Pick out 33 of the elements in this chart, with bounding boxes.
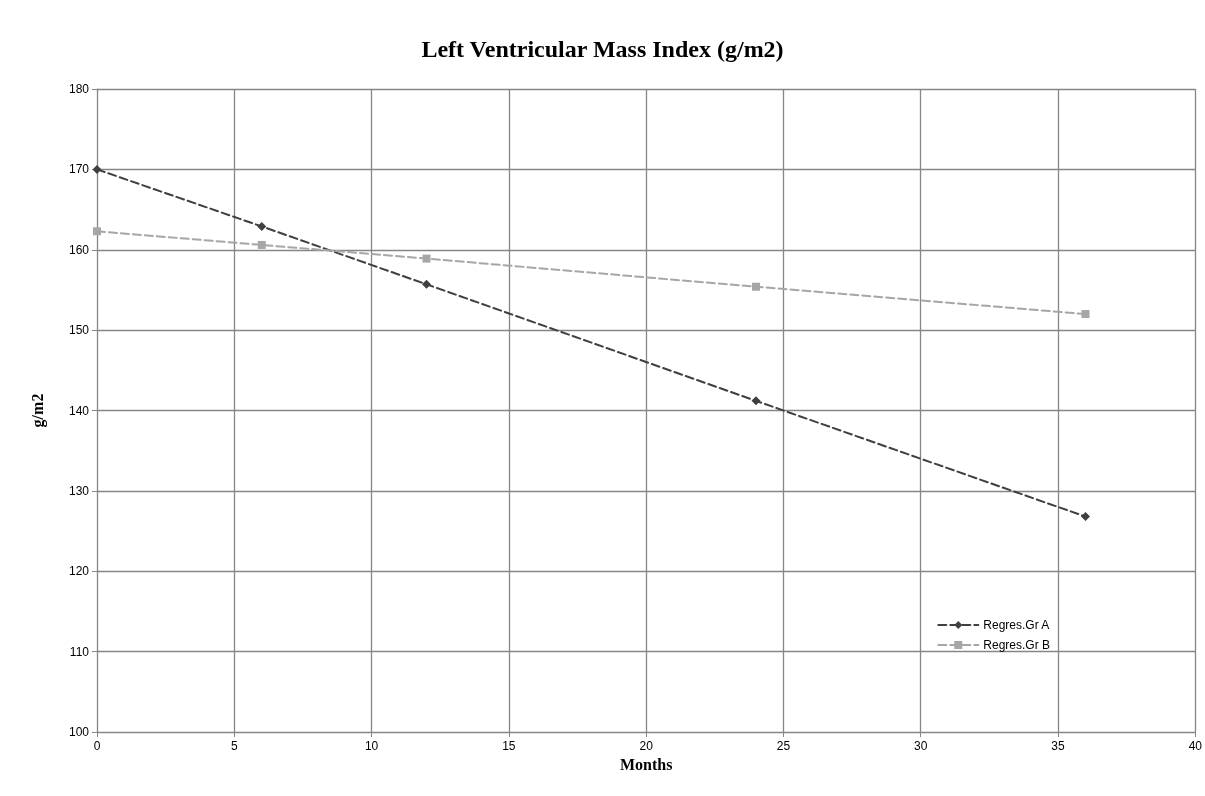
- point: [422, 254, 431, 263]
- point: [92, 164, 102, 174]
- point: [422, 279, 431, 289]
- x-tick-label: 15: [502, 739, 516, 753]
- point: [751, 396, 761, 406]
- x-tick-label: 5: [230, 739, 238, 753]
- y-tick-label: 180: [68, 82, 90, 96]
- y-tick-label: 160: [68, 242, 90, 257]
- x-tick-label: 25: [776, 739, 791, 753]
- legend-label: Regres.Gr A: [983, 618, 1050, 632]
- x-tick-label: 40: [1188, 739, 1203, 753]
- x-tick-label: 0: [93, 739, 101, 753]
- legend-label: Regres.Gr B: [983, 638, 1050, 652]
- y-tick-label: 100: [68, 725, 90, 739]
- point: [257, 240, 266, 249]
- point: [93, 227, 101, 236]
- x-axis-title: Months: [619, 756, 673, 774]
- point: [1081, 310, 1090, 319]
- y-axis-title: g/m2: [28, 393, 47, 428]
- chart-title: Left Ventricular Mass Index (g/m2): [421, 36, 784, 62]
- y-tick-label: 150: [68, 323, 90, 338]
- x-tick-label: 20: [639, 739, 654, 753]
- x-tick-label: 10: [364, 739, 379, 753]
- x-tick-label: 30: [914, 739, 928, 753]
- y-tick-label: 110: [69, 644, 90, 659]
- y-tick-label: 170: [68, 162, 90, 177]
- y-tick-label: 120: [68, 564, 90, 579]
- y-tick-label: 140: [68, 403, 90, 418]
- y-tick-label: 130: [68, 483, 90, 498]
- point: [257, 221, 267, 231]
- point: [752, 282, 760, 291]
- point: [1080, 512, 1090, 522]
- x-tick-label: 35: [1051, 739, 1066, 753]
